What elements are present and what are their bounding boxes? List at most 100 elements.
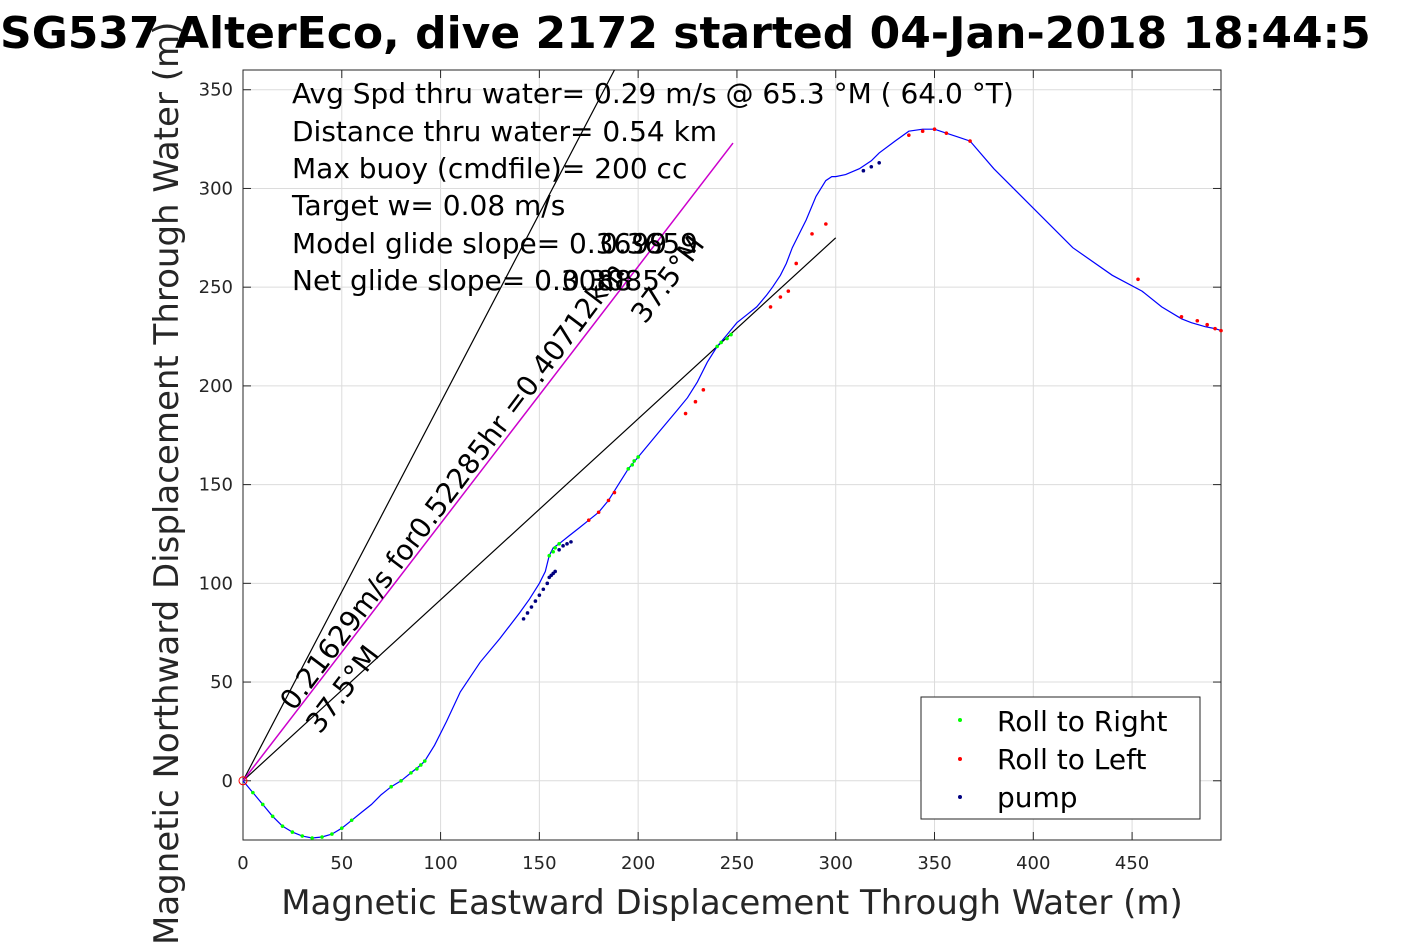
pump-point — [529, 605, 534, 609]
y-tick-label: 100 — [199, 573, 233, 594]
roll-right-point — [349, 818, 354, 823]
legend-label-pump: pump — [997, 781, 1078, 814]
along-line-label: 0.21629m/s for0.52285hr =0.40712km — [273, 256, 631, 716]
roll-left-point — [1136, 277, 1140, 282]
roll-left-point — [1205, 322, 1209, 327]
sample-points — [238, 127, 1223, 840]
roll-left-point — [1179, 314, 1184, 319]
roll-right-point — [320, 835, 324, 839]
roll-left-point — [907, 133, 911, 137]
roll-right-point — [251, 790, 255, 795]
chart-title: SG537 AlterEco, dive 2172 started 04-Jan… — [0, 8, 1371, 59]
roll-right-point — [636, 455, 640, 459]
roll-right-point — [260, 802, 265, 807]
y-tick-label: 0 — [222, 771, 233, 792]
roll-right-point — [553, 545, 557, 550]
glide-overlay-1: 0.3659 — [600, 227, 698, 260]
legend-marker-roll-left — [958, 757, 962, 761]
roll-right-point — [626, 467, 631, 471]
glide-overlay-2: 0.3085 — [562, 264, 660, 297]
stat-line-max-buoy: Max buoy (cmdfile)= 200 cc — [292, 152, 687, 185]
pump-point — [877, 160, 881, 165]
stat-line-target-w: Target w= 0.08 m/s — [291, 189, 565, 222]
pump-point — [521, 617, 526, 621]
roll-right-point — [719, 340, 723, 345]
pump-point — [861, 168, 866, 173]
legend: Roll to Right Roll to Left pump — [920, 696, 1201, 820]
x-tick-label: 300 — [819, 853, 853, 874]
pump-point — [545, 581, 550, 586]
x-axis-label: Magnetic Eastward Displacement Through W… — [281, 883, 1183, 923]
roll-left-point — [768, 305, 773, 309]
roll-left-point — [920, 129, 925, 134]
legend-marker-pump — [958, 795, 962, 799]
axes-frame — [242, 69, 1222, 841]
roll-right-point — [310, 836, 314, 840]
x-tick-label: 150 — [522, 853, 556, 874]
x-tick-label: 400 — [1016, 853, 1050, 874]
stat-line-net-glide: Net glide slope= 0.3088 — [292, 264, 632, 297]
stat-line-avg-speed: Avg Spd thru water= 0.29 m/s @ 65.3 °M (… — [292, 77, 1014, 110]
roll-left-point — [1219, 328, 1223, 333]
pump-point — [533, 599, 538, 603]
x-tick-label: 250 — [720, 853, 754, 874]
roll-right-point — [280, 824, 285, 828]
pump-point — [565, 542, 569, 546]
roll-right-point — [725, 336, 729, 341]
roll-right-point — [632, 459, 636, 463]
stat-line-model-glide: Model glide slope= 0.3699 — [292, 227, 667, 260]
roll-right-point — [409, 771, 413, 775]
x-tick-label: 100 — [423, 853, 457, 874]
roll-left-point — [810, 232, 814, 236]
roll-right-point — [557, 542, 561, 546]
heading-line — [242, 237, 837, 782]
roll-left-point — [824, 222, 828, 226]
y-tick-label: 350 — [199, 80, 233, 101]
x-tick-label: 50 — [330, 853, 353, 874]
y-tick-label: 200 — [199, 376, 233, 397]
annotations: Avg Spd thru water= 0.29 m/s @ 65.3 °M (… — [273, 77, 1014, 739]
legend-label-roll-right: Roll to Right — [997, 705, 1168, 738]
roll-right-point — [399, 778, 403, 783]
pump-point — [557, 547, 561, 552]
roll-left-point — [944, 131, 949, 135]
roll-left-point — [794, 261, 799, 266]
roll-left-point — [1213, 326, 1217, 331]
roll-left-point — [968, 139, 972, 143]
pump-point — [869, 164, 874, 169]
roll-right-point — [339, 826, 344, 830]
pump-point — [525, 611, 530, 615]
x-tick-label: 450 — [1115, 853, 1149, 874]
pump-point — [553, 569, 557, 574]
roll-left-point — [683, 411, 688, 416]
x-tick-label: 350 — [917, 853, 951, 874]
legend-label-roll-left: Roll to Left — [997, 743, 1146, 776]
heading-line — [242, 69, 615, 782]
roll-left-point — [786, 289, 791, 293]
roll-right-point — [715, 344, 719, 349]
roll-left-point — [612, 490, 617, 495]
roll-left-point — [596, 510, 601, 515]
roll-right-point — [551, 549, 555, 554]
roll-right-point — [270, 814, 275, 819]
legend-box — [920, 696, 1201, 820]
roll-right-point — [547, 553, 552, 558]
x-tick-label: 0 — [237, 853, 248, 874]
roll-right-point — [300, 834, 305, 838]
y-tick-label: 250 — [199, 277, 233, 298]
roll-left-point — [932, 127, 937, 132]
pump-point — [569, 540, 573, 544]
roll-left-point — [606, 498, 611, 503]
roll-left-point — [778, 295, 783, 299]
pump-point — [537, 593, 542, 597]
y-tick-label: 150 — [199, 475, 233, 496]
roll-left-point — [1195, 318, 1200, 323]
roll-right-point — [422, 759, 427, 763]
x-tick-label: 200 — [621, 853, 655, 874]
roll-left-point — [586, 518, 591, 522]
roll-right-point — [415, 767, 419, 771]
roll-right-point — [630, 463, 635, 467]
reference-lines — [242, 69, 837, 782]
roll-right-point — [290, 830, 295, 834]
roll-right-point — [729, 332, 733, 337]
